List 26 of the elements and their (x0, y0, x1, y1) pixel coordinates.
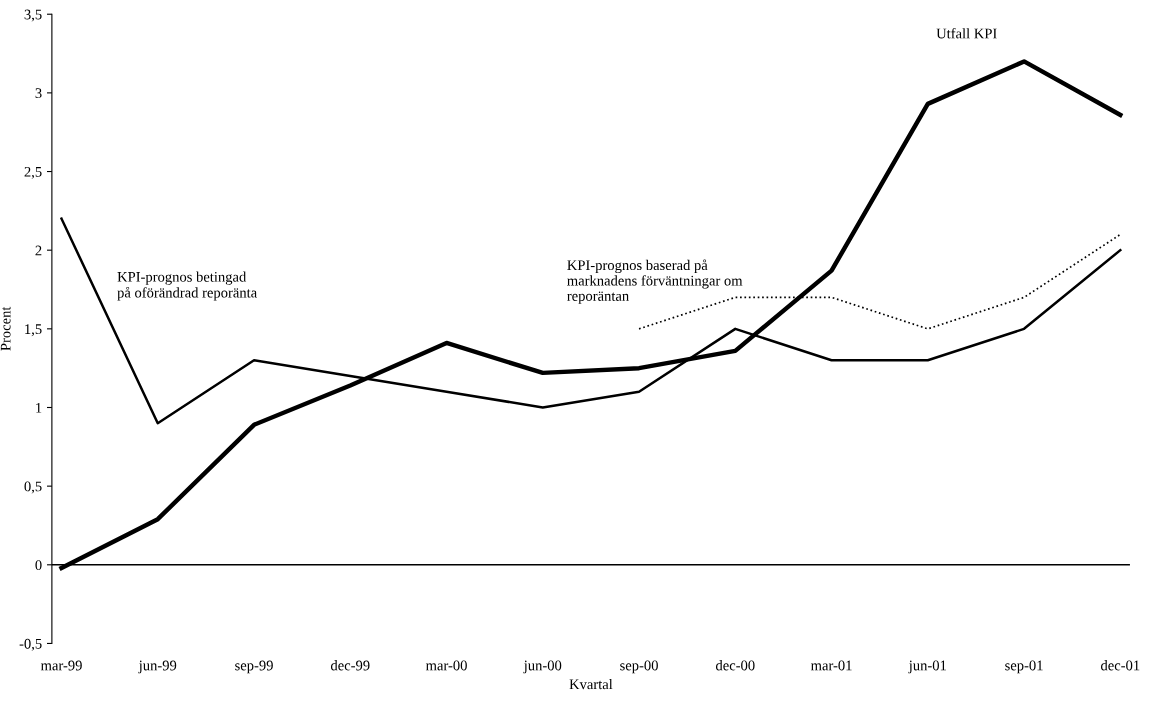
y-tick-label: 1,5 (25, 324, 42, 337)
y-tick-label: 0,5 (24, 481, 42, 494)
y-tick-label: 3 (35, 88, 42, 99)
x-tick-label: dec-01 (1101, 660, 1140, 671)
x-tick-label: jun-99 (138, 660, 177, 674)
x-tick-label: mar-00 (425, 660, 467, 671)
y-tick-label: 3,5 (24, 9, 42, 22)
y-tick-label: 1 (36, 402, 42, 413)
series-label: KPI-prognos baserad på marknadens förväntningar om reporäntan (567, 259, 743, 304)
y-tick-label: 0 (35, 560, 42, 570)
x-tick-label: sep-99 (235, 660, 273, 674)
text: Utfall KPI (936, 28, 997, 39)
x-tick-label: dec-99 (330, 660, 370, 671)
y-tick-label: -0,5 (19, 638, 42, 651)
y-axis-title: Procent (0, 306, 11, 351)
y-tick-label: 2,5 (24, 166, 42, 179)
x-tick-label: jun-00 (523, 660, 562, 674)
x-tick-label: jun-01 (908, 660, 946, 674)
x-tick-label: sep-01 (1005, 660, 1043, 674)
x-tick-label: mar-99 (40, 660, 82, 671)
x-tick-label: sep-00 (620, 660, 658, 674)
x-tick-label: dec-00 (715, 660, 755, 671)
x-axis-title: Kvartal (569, 678, 613, 690)
y-tick-label: 2 (35, 245, 42, 256)
x-tick-label: mar-01 (810, 660, 852, 671)
series-label: KPI-prognos betingad på oförändrad reporänta (117, 271, 257, 301)
